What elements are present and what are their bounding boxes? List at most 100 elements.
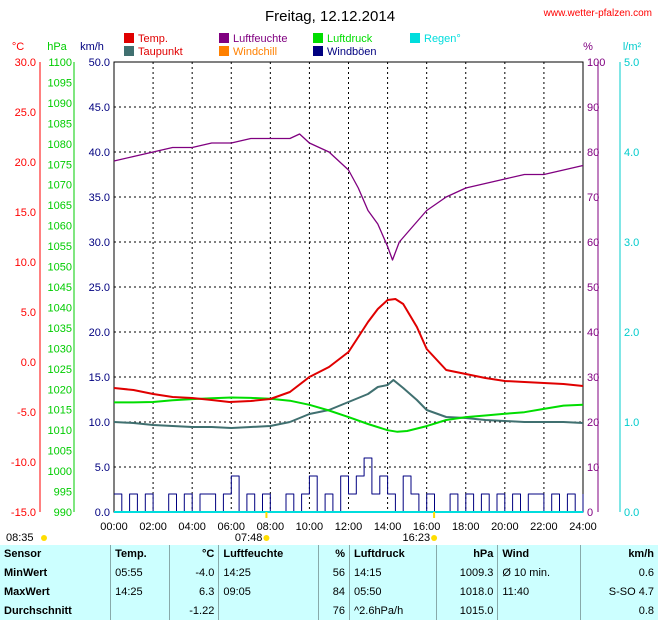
- pressure-tick-label: 1065: [48, 200, 72, 212]
- pressure-tick-label: 995: [54, 487, 72, 499]
- humidity-tick-label: 50: [587, 282, 599, 294]
- summary-cell: 09:05: [218, 582, 319, 602]
- pressure-tick-label: 1100: [48, 57, 72, 69]
- pressure-tick-label: 1015: [48, 405, 72, 417]
- temp-tick-label: 30.0: [15, 57, 36, 69]
- series-line-dewpoint: [113, 379, 584, 429]
- temp-tick-label: -5.0: [17, 407, 36, 419]
- speed-tick-label: 40.0: [89, 147, 110, 159]
- rain-axis-unit: l/m²: [623, 41, 642, 53]
- speed-tick-label: 35.0: [89, 192, 110, 204]
- humidity-tick-label: 70: [587, 192, 599, 204]
- pressure-tick-label: 1030: [48, 343, 72, 355]
- summary-header-wind-unit: km/h: [579, 545, 658, 564]
- summary-row-max: MaxWert 14:25 6.3 09:05 84 05:50 1018.0 …: [0, 582, 658, 602]
- legend-swatch-rain: [410, 33, 420, 43]
- time-tick-label: 18:00: [452, 521, 480, 533]
- summary-cell: ^2.6hPa/h: [348, 601, 437, 620]
- pressure-tick-label: 1050: [48, 262, 72, 274]
- pressure-tick-label: 1070: [48, 180, 72, 192]
- summary-header-humidity-unit: %: [318, 545, 350, 564]
- humidity-tick-label: 30: [587, 372, 599, 384]
- pressure-tick-label: 1090: [48, 98, 72, 110]
- summary-cell: 14:25: [110, 582, 170, 602]
- legend-label-pressure: Luftdruck: [327, 33, 373, 45]
- sunrise-icon: [263, 535, 270, 541]
- speed-tick-label: 45.0: [89, 102, 110, 114]
- speed-tick-label: 15.0: [89, 372, 110, 384]
- summary-cell: 1018.0: [435, 582, 498, 602]
- sun-markers: 08:35 07:48 16:23: [6, 512, 438, 544]
- speed-tick-label: 30.0: [89, 237, 110, 249]
- time-tick-label: 02:00: [139, 521, 167, 533]
- summary-cell: 1015.0: [435, 601, 498, 620]
- humidity-tick-label: 80: [587, 147, 599, 159]
- series-group: [113, 133, 584, 513]
- humidity-tick-label: 0: [587, 507, 593, 519]
- summary-cell: Durchschnitt: [4, 604, 72, 617]
- humidity-tick-label: 90: [587, 102, 599, 114]
- legend-label-windchill: Windchill: [233, 46, 277, 58]
- rain-tick-label: 2.0: [624, 327, 639, 339]
- pressure-tick-label: 1005: [48, 446, 72, 458]
- rain-tick-label: 5.0: [624, 57, 639, 69]
- chart-background: [0, 0, 658, 545]
- time-tick-label: 00:00: [100, 521, 128, 533]
- summary-header-temp: Temp.: [110, 545, 170, 564]
- temp-tick-label: 0.0: [21, 357, 36, 369]
- site-link[interactable]: www.wetter-pfalzen.com: [543, 8, 652, 19]
- legend: Temp. Luftfeuchte Luftdruck Regen° Taupunkt W…: [124, 33, 461, 58]
- humidity-axis-unit: %: [583, 41, 593, 53]
- sunrise-time-label: 07:48: [235, 532, 263, 544]
- pressure-tick-label: 990: [54, 507, 72, 519]
- time-tick-label: 06:00: [217, 521, 245, 533]
- temp-tick-label: 15.0: [15, 207, 36, 219]
- summary-cell: -1.22: [168, 601, 219, 620]
- legend-label-humidity: Luftfeuchte: [233, 33, 287, 45]
- legend-swatch-humidity: [219, 33, 229, 43]
- rain-tick-label: 1.0: [624, 417, 639, 429]
- legend-swatch-windchill: [219, 46, 229, 56]
- pressure-tick-label: 1055: [48, 241, 72, 253]
- humidity-tick-label: 60: [587, 237, 599, 249]
- rain-tick-label: 3.0: [624, 237, 639, 249]
- pressure-tick-label: 1040: [48, 302, 72, 314]
- summary-cell: Ø 10 min.: [497, 563, 581, 583]
- summary-cell: 76: [318, 601, 350, 620]
- chart-title: Freitag, 12.12.2014: [265, 8, 395, 25]
- summary-header-pressure: Luftdruck: [348, 545, 437, 564]
- summary-cell: 1009.3: [435, 563, 498, 583]
- humidity-tick-label: 20: [587, 417, 599, 429]
- speed-tick-label: 10.0: [89, 417, 110, 429]
- summary-table: Sensor Temp. °C Luftfeuchte % Luftdruck …: [0, 545, 658, 620]
- summary-cell: 56: [318, 563, 350, 583]
- pressure-tick-label: 1060: [48, 221, 72, 233]
- temp-tick-label: 5.0: [21, 307, 36, 319]
- sunset-icon: [431, 535, 438, 541]
- speed-tick-label: 0.0: [95, 507, 110, 519]
- pressure-tick-label: 1010: [48, 425, 72, 437]
- summary-cell: 84: [318, 582, 350, 602]
- speed-tick-label: 20.0: [89, 327, 110, 339]
- legend-label-gust: Windböen: [327, 46, 377, 58]
- time-tick-label: 20:00: [491, 521, 519, 533]
- legend-label-dewpoint: Taupunkt: [138, 46, 183, 58]
- weather-chart: Freitag, 12.12.2014 www.wetter-pfalzen.c…: [0, 0, 658, 545]
- summary-cell: MinWert: [4, 567, 48, 580]
- humidity-tick-label: 40: [587, 327, 599, 339]
- summary-cell: 6.3: [168, 582, 219, 602]
- legend-swatch-pressure: [313, 33, 323, 43]
- summary-header-temp-unit: °C: [168, 545, 219, 564]
- legend-swatch-gust: [313, 46, 323, 56]
- axis-ticks: 30.0 25.0 20.0 15.0 10.0 5.0 0.0 -5.0 -10.0 -15.0…: [11, 57, 639, 533]
- time-tick-label: 22:00: [530, 521, 558, 533]
- summary-cell: 05:55: [110, 563, 170, 583]
- pressure-tick-label: 1020: [48, 384, 72, 396]
- speed-axis-unit: km/h: [80, 41, 104, 53]
- speed-tick-label: 5.0: [95, 462, 110, 474]
- temp-tick-label: 10.0: [15, 257, 36, 269]
- pressure-tick-label: 1080: [48, 139, 72, 151]
- humidity-tick-label: 100: [587, 57, 605, 69]
- humidity-tick-label: 10: [587, 462, 599, 474]
- summary-header-row: Sensor Temp. °C Luftfeuchte % Luftdruck …: [0, 545, 658, 564]
